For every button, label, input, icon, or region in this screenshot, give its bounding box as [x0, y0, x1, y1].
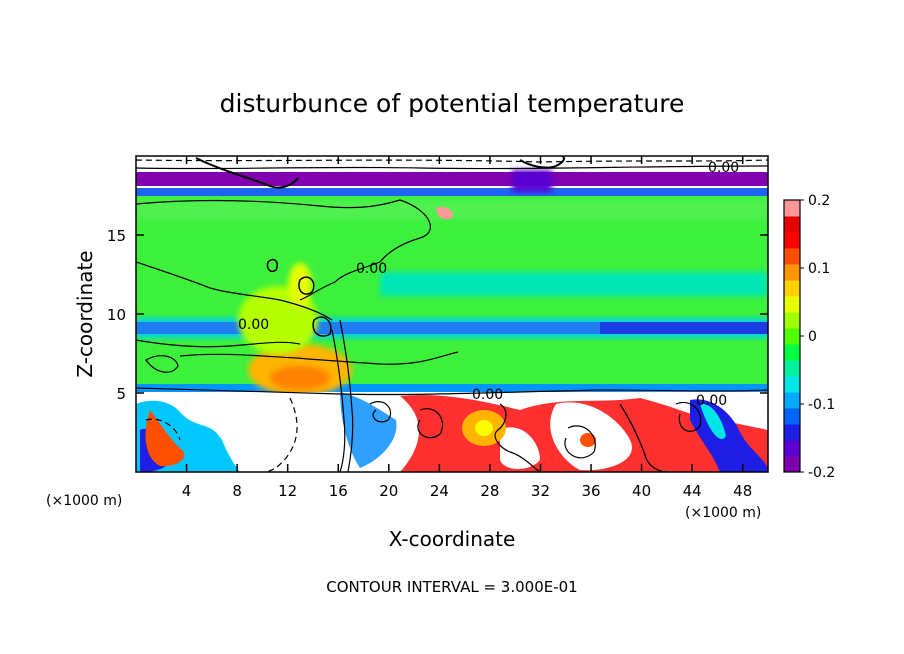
- colorbar-tick-label: -0.2: [808, 465, 835, 481]
- contour-dashed-bl-left: [145, 418, 181, 441]
- colorbar-swatch: [784, 376, 800, 393]
- contour-tropopause-dash: [136, 159, 768, 163]
- hot-blob-28-core: [475, 420, 493, 436]
- contour-left-lobe: [145, 355, 179, 373]
- x-tick-label: 48: [733, 482, 752, 500]
- x-axis-title: X-coordinate: [389, 527, 516, 551]
- contour-bl-wiggle-2: [619, 403, 669, 472]
- colorbar-tick-label: 0.2: [808, 193, 830, 209]
- x-unit-label-right: (×1000 m): [685, 505, 761, 521]
- x-tick-label: 4: [182, 482, 192, 500]
- contour-lines: [136, 156, 768, 472]
- yellow-plume-tip: [288, 263, 312, 307]
- x-tick-label: 24: [430, 482, 449, 500]
- x-tick-label: 32: [531, 482, 550, 500]
- left-warm-streak: [145, 410, 185, 467]
- colorbar: [783, 199, 801, 473]
- x-tick-label: 16: [329, 482, 348, 500]
- warm-core-inner: [270, 366, 330, 390]
- y-tick-label: 5: [116, 385, 126, 403]
- contour-label: 0.00: [472, 387, 503, 403]
- contour-pocket-1: [266, 258, 279, 273]
- contour-dashed-bl: [263, 397, 298, 472]
- contour-swirl-1: [369, 401, 392, 423]
- y-tick-label: 10: [107, 306, 126, 324]
- colorbar-tick-label: -0.1: [808, 397, 835, 413]
- central-turbulent-core: [340, 392, 397, 468]
- contour-plume-stem: [339, 319, 354, 472]
- colorbar-swatch: [784, 424, 800, 441]
- colorbar-tick-label: 0: [808, 329, 817, 345]
- x-tick-label: 36: [581, 482, 600, 500]
- right-warm-region-white: [500, 427, 540, 469]
- colorbar-swatch: [784, 280, 800, 297]
- cyan-band-upper: [380, 272, 768, 296]
- x-tick-label: 20: [379, 482, 398, 500]
- colorbar-labels: 0.2 0.1 0 -0.1 -0.2: [800, 193, 835, 481]
- colorbar-swatch: [784, 344, 800, 361]
- x-tick-label: 44: [683, 482, 702, 500]
- colorbar-swatch: [784, 200, 800, 217]
- contour-swirl-2: [417, 408, 444, 439]
- blue-band-deep: [600, 322, 768, 334]
- contour-swirl-3: [564, 425, 596, 459]
- contour-low-left: [136, 339, 301, 348]
- contour-swirl-4: [675, 401, 702, 432]
- chart-title: disturbunce of potential temperature: [220, 89, 685, 118]
- plot-area: 0.00 0.00 0.00 0.00 0.00: [136, 156, 768, 472]
- contour-top-blob-2: [519, 156, 565, 169]
- y-tick-label: 15: [107, 227, 126, 245]
- stratosphere-blue-streak: [136, 188, 768, 196]
- contour-base: [136, 387, 768, 396]
- contour-label: 0.00: [356, 261, 387, 277]
- bright-top-spot: [436, 206, 453, 220]
- colorbar-swatch: [784, 232, 800, 249]
- y-axis: 5 10 15: [107, 227, 768, 403]
- x-tick-label: 28: [480, 482, 499, 500]
- colorbar-swatch: [784, 360, 800, 377]
- hot-blob-38: [580, 433, 596, 447]
- contour-plume-stem-2: [331, 329, 346, 472]
- colorbar-swatch: [784, 264, 800, 281]
- contour-top-blob: [195, 157, 299, 189]
- contour-label: 0.00: [238, 317, 269, 333]
- y-axis-title: Z-coordinate: [73, 250, 97, 377]
- x-tick-label: 12: [278, 482, 297, 500]
- contour-tropopause: [136, 165, 768, 170]
- x-axis: 4 8 12 16 20 24 28 32 36 40 44 48: [182, 156, 752, 500]
- stratosphere-white: [136, 156, 768, 172]
- x-unit-label-left: (×1000 m): [46, 493, 122, 509]
- colorbar-swatch: [784, 456, 800, 473]
- colorbar-swatch: [784, 296, 800, 313]
- contour-bl-wiggle: [494, 403, 541, 472]
- contour-label: 0.00: [708, 160, 739, 176]
- colorbar-swatch: [784, 392, 800, 409]
- colorbar-swatch: [784, 248, 800, 265]
- stratosphere-purple-patch: [512, 170, 552, 192]
- right-cyan-cells: [700, 403, 726, 440]
- colorbar-swatch: [784, 408, 800, 425]
- contour-label: 0.00: [696, 393, 727, 409]
- contour-wide-lower: [179, 351, 459, 365]
- upper-green-band: [136, 200, 768, 220]
- colorbar-swatch: [784, 312, 800, 329]
- colorbar-swatch: [784, 216, 800, 233]
- colorbar-swatch: [784, 328, 800, 345]
- low-level-blue-strip: [136, 384, 768, 392]
- x-tick-label: 8: [232, 482, 242, 500]
- contour-pocket-3: [312, 316, 332, 337]
- contour-mid-left: [136, 261, 333, 321]
- tropopause-band: [136, 172, 768, 186]
- contour-interval-footer: CONTOUR INTERVAL = 3.000E-01: [326, 578, 577, 596]
- contour-pocket-2: [298, 276, 315, 295]
- colorbar-tick-label: 0.1: [808, 261, 830, 277]
- contour-value-labels: 0.00 0.00 0.00 0.00 0.00: [238, 160, 739, 409]
- colorbar-swatch: [784, 440, 800, 457]
- contour-upper: [136, 199, 431, 301]
- x-tick-label: 40: [632, 482, 651, 500]
